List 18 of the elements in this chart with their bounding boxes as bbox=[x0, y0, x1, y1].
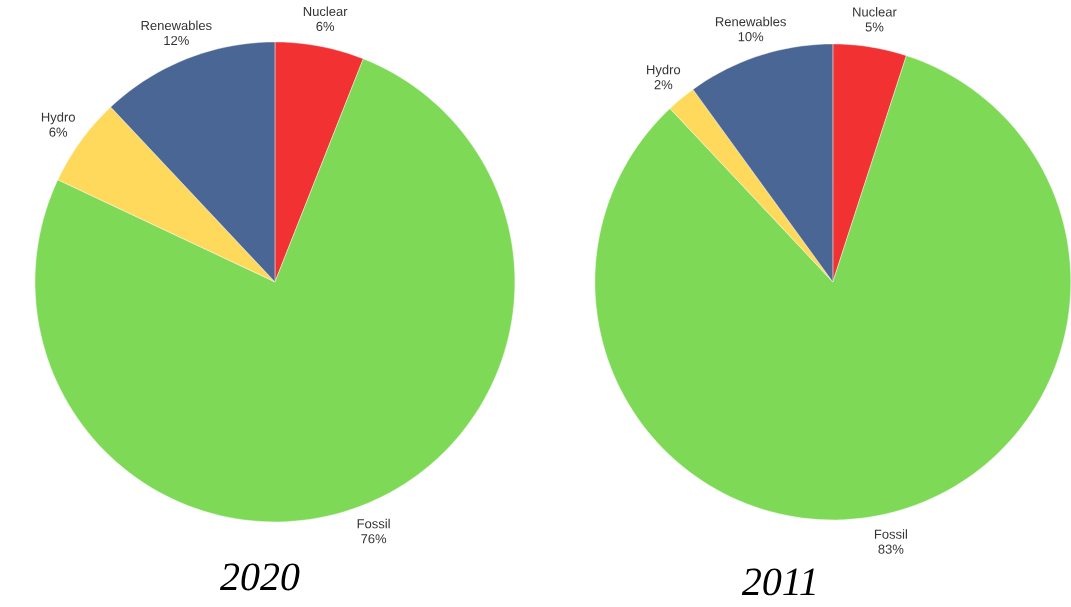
slice-label: Fossil bbox=[357, 518, 390, 529]
slice-label: Fossil bbox=[874, 529, 907, 539]
data-label: 6% bbox=[49, 127, 68, 137]
data-label: 83% bbox=[878, 544, 904, 554]
slice-label: Hydro bbox=[647, 64, 681, 77]
data-label: 6% bbox=[316, 21, 335, 32]
text: 2011 bbox=[741, 568, 815, 596]
slice-label: Nuclear bbox=[853, 7, 897, 17]
data-label: 5% bbox=[865, 22, 884, 32]
slice-label: Nuclear bbox=[303, 6, 348, 17]
slice-label: Renewables bbox=[715, 16, 786, 27]
slice-label: Renewables bbox=[141, 20, 212, 31]
data-label: 12% bbox=[164, 35, 189, 46]
slice-label: Hydro bbox=[41, 112, 75, 125]
text: 2020 bbox=[219, 563, 300, 591]
data-label: 2% bbox=[654, 80, 673, 90]
data-label: 76% bbox=[361, 534, 387, 544]
data-label: 10% bbox=[738, 32, 764, 42]
